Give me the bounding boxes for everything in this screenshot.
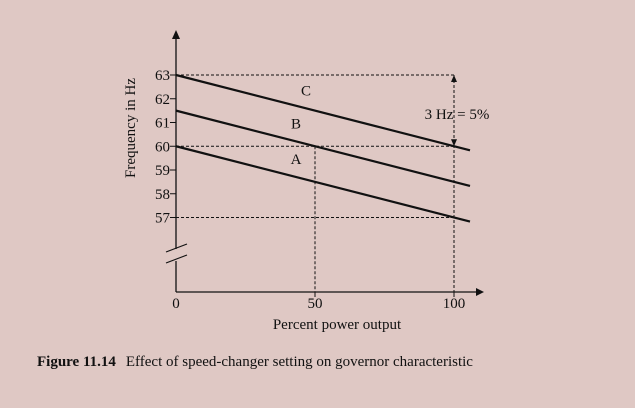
series-label-A: A: [291, 152, 302, 168]
x-tick-label-100: 100: [443, 296, 466, 312]
x-axis-arrow: [476, 288, 484, 296]
x-axis-label: Percent power output: [273, 317, 402, 333]
y-tick-label-58: 58: [155, 187, 170, 203]
caption-text: Effect of speed-changer setting on gover…: [125, 354, 473, 370]
annotation-arrow-down: [451, 139, 457, 147]
series-line-A: [175, 145, 471, 223]
figure-caption: Figure 11.14 Effect of speed-changer sett…: [37, 354, 473, 371]
y-tick-label-62: 62: [155, 92, 170, 108]
annotation-arrow-up: [451, 75, 457, 82]
annotation-label: 3 Hz = 5%: [425, 107, 490, 123]
axis-break-mark-lower: [165, 254, 188, 264]
series-line-B: [175, 109, 471, 188]
governor-chart: 57 58 59 60 61 62 63 0 50 100 Percent power output…: [123, 30, 490, 333]
x-tick-label-50: 50: [308, 296, 323, 312]
series-label-C: C: [301, 83, 311, 99]
y-tick-label-60: 60: [155, 139, 170, 155]
y-tick-label-63: 63: [155, 68, 170, 84]
y-tick-label-61: 61: [155, 116, 170, 132]
y-axis-label: Frequency in Hz: [123, 78, 139, 178]
figure-number: Figure 11.14: [37, 354, 116, 370]
y-axis-arrow: [172, 30, 180, 39]
y-tick-label-59: 59: [155, 163, 170, 179]
series-line-C: [175, 73, 471, 152]
axis-break-mark-upper: [165, 243, 188, 253]
x-tick-label-0: 0: [172, 296, 180, 312]
series-label-B: B: [291, 116, 301, 132]
y-tick-label-57: 57: [155, 211, 171, 227]
